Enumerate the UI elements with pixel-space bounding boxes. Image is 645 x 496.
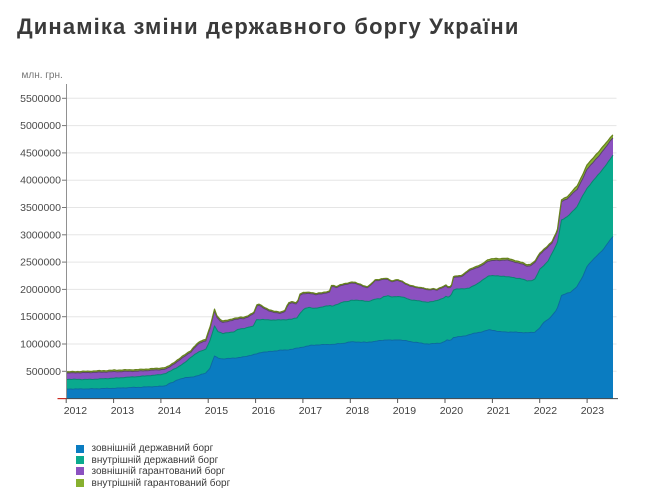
svg-text:500000: 500000 xyxy=(26,366,61,378)
svg-text:2016: 2016 xyxy=(252,405,276,417)
svg-text:3500000: 3500000 xyxy=(20,202,61,214)
svg-text:1500000: 1500000 xyxy=(20,311,61,323)
svg-text:2020: 2020 xyxy=(440,405,464,417)
svg-text:1000000: 1000000 xyxy=(20,339,61,351)
svg-text:2000000: 2000000 xyxy=(20,284,61,296)
svg-text:2012: 2012 xyxy=(64,405,88,417)
svg-text:5500000: 5500000 xyxy=(20,93,61,105)
svg-text:2018: 2018 xyxy=(346,405,370,417)
svg-text:млн. грн.: млн. грн. xyxy=(22,70,63,81)
svg-text:2017: 2017 xyxy=(299,405,323,417)
svg-text:2019: 2019 xyxy=(393,405,417,417)
svg-text:2021: 2021 xyxy=(487,405,511,417)
svg-text:4500000: 4500000 xyxy=(20,147,61,159)
svg-text:2500000: 2500000 xyxy=(20,257,61,269)
svg-text:2014: 2014 xyxy=(158,405,182,417)
svg-text:4000000: 4000000 xyxy=(20,175,61,187)
svg-text:3000000: 3000000 xyxy=(20,229,61,241)
svg-text:2015: 2015 xyxy=(205,405,229,417)
svg-text:2013: 2013 xyxy=(111,405,135,417)
svg-text:2022: 2022 xyxy=(534,405,558,417)
svg-text:2023: 2023 xyxy=(581,405,605,417)
svg-text:5000000: 5000000 xyxy=(20,120,61,132)
